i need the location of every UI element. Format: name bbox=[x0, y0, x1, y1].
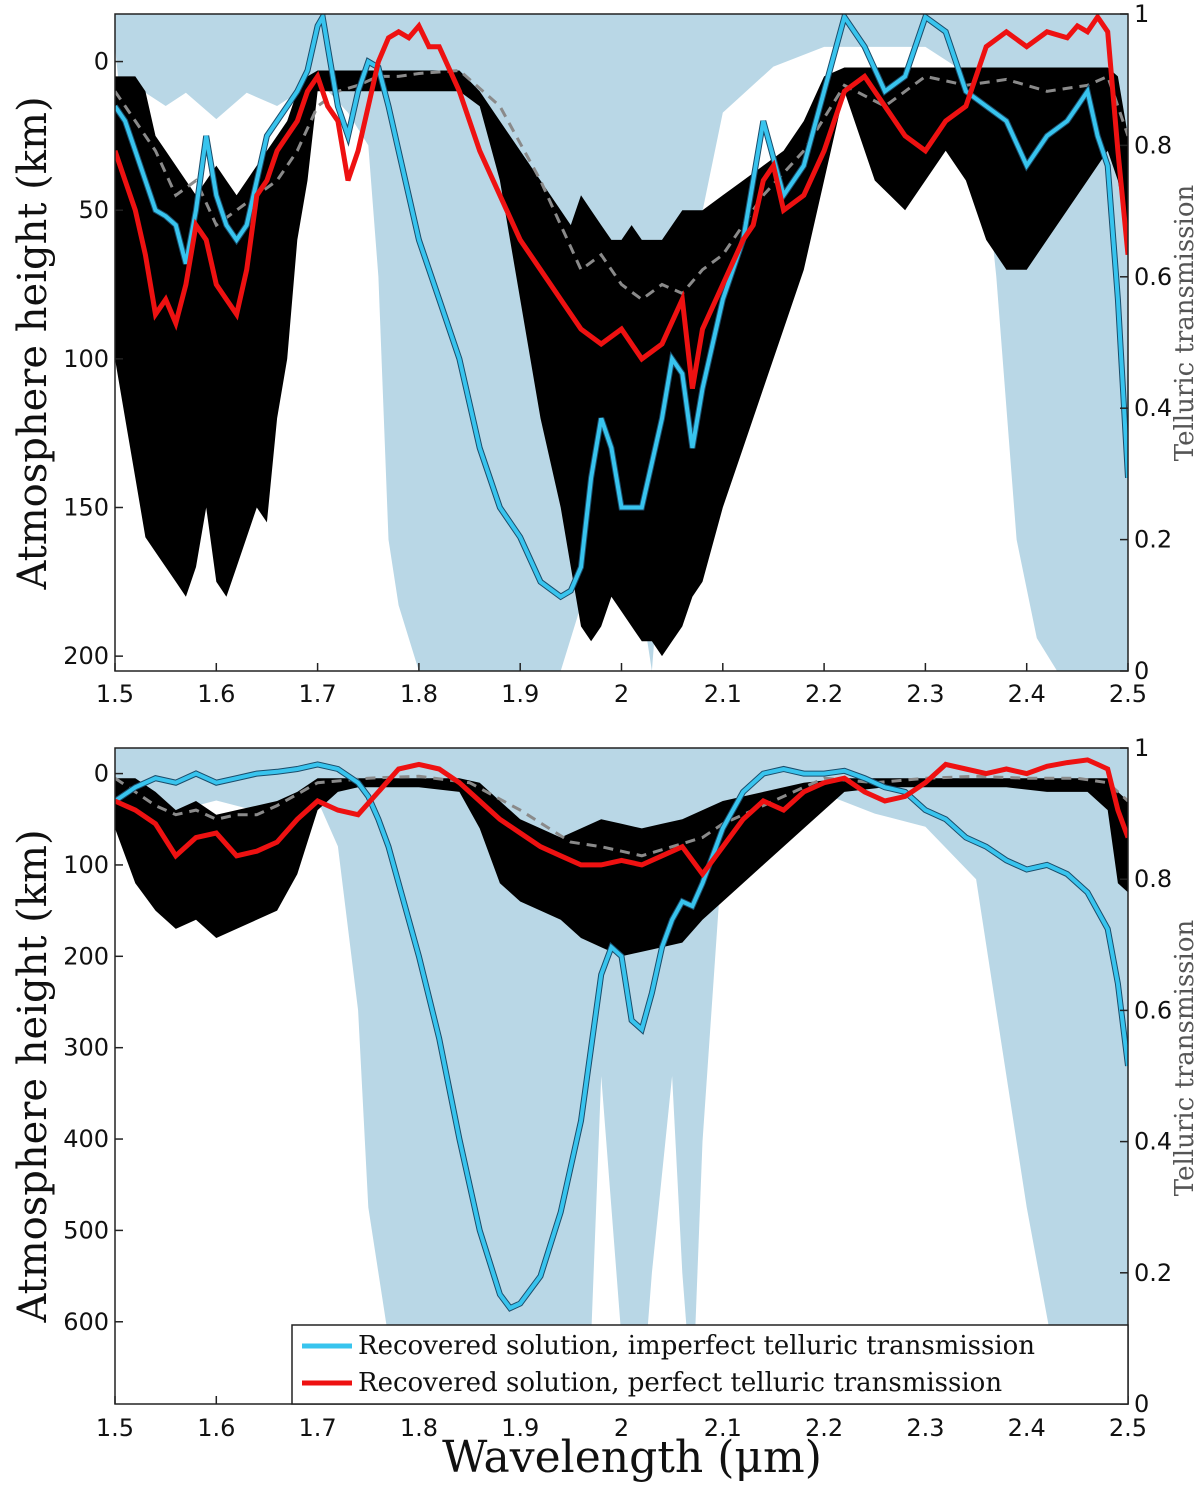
y-tick-label: 0 bbox=[94, 760, 109, 788]
legend-box bbox=[291, 1324, 1129, 1405]
top-y-ticks: 0 50 100 150 200 bbox=[63, 48, 123, 670]
y-tick-label: 300 bbox=[63, 1034, 109, 1062]
legend-label-perfect: Recovered solution, perfect telluric tra… bbox=[358, 1368, 1002, 1398]
right-y-tick-label: 0.6 bbox=[1134, 996, 1172, 1024]
y-tick-label: 50 bbox=[78, 196, 109, 224]
bottom-right-y-ticks: 0 0.2 0.4 0.6 0.8 1 bbox=[1120, 734, 1172, 1418]
top-right-y-axis-label: Telluric transmission bbox=[1170, 185, 1200, 462]
x-tick-label: 2.1 bbox=[704, 1414, 742, 1442]
bottom-y-ticks: 0 100 200 300 400 500 600 bbox=[63, 760, 123, 1336]
mean-profile-line bbox=[115, 68, 1128, 302]
x-tick-label: 2.3 bbox=[906, 680, 944, 708]
true-profile-band bbox=[115, 67, 1128, 657]
imperfect-solution-line bbox=[115, 762, 1128, 1311]
y-tick-label: 400 bbox=[63, 1125, 109, 1153]
x-tick-label: 1.6 bbox=[197, 1414, 235, 1442]
y-tick-label: 500 bbox=[63, 1216, 109, 1244]
imperfect-solution-line bbox=[115, 14, 1128, 600]
y-tick-label: 200 bbox=[63, 642, 109, 670]
y-tick-label: 200 bbox=[63, 942, 109, 970]
right-y-tick-label: 0.8 bbox=[1134, 131, 1172, 159]
bottom-right-y-axis-label: Telluric transmission bbox=[1170, 920, 1200, 1197]
y-tick-label: 150 bbox=[63, 493, 109, 521]
right-y-tick-label: 0.4 bbox=[1134, 1128, 1172, 1156]
right-y-tick-label: 0.2 bbox=[1134, 526, 1172, 554]
y-tick-label: 100 bbox=[63, 851, 109, 879]
legend-label-imperfect: Recovered solution, imperfect telluric t… bbox=[358, 1331, 1035, 1361]
y-tick-label: 100 bbox=[63, 345, 109, 373]
x-tick-label: 1.8 bbox=[400, 1414, 438, 1442]
x-tick-label: 2.4 bbox=[1008, 680, 1046, 708]
top-y-axis-label: Atmosphere height (km) bbox=[10, 96, 56, 590]
right-y-tick-label: 1 bbox=[1134, 0, 1149, 28]
right-y-tick-label: 0.2 bbox=[1134, 1259, 1172, 1287]
right-y-tick-label: 0.8 bbox=[1134, 865, 1172, 893]
x-tick-label: 2 bbox=[614, 1414, 629, 1442]
y-tick-label: 0 bbox=[94, 48, 109, 76]
y-tick-label: 600 bbox=[63, 1308, 109, 1336]
x-tick-label: 1.7 bbox=[299, 680, 337, 708]
x-tick-label: 1.5 bbox=[96, 1414, 134, 1442]
x-tick-label: 1.9 bbox=[501, 1414, 539, 1442]
right-y-tick-label: 0 bbox=[1134, 1390, 1149, 1418]
x-tick-label: 2 bbox=[614, 680, 629, 708]
x-axis-label: Wavelength (μm) bbox=[442, 1432, 822, 1483]
right-y-tick-label: 0.6 bbox=[1134, 263, 1172, 291]
right-y-tick-label: 0.4 bbox=[1134, 394, 1172, 422]
x-tick-label: 1.5 bbox=[96, 680, 134, 708]
x-tick-label: 2.2 bbox=[805, 1414, 843, 1442]
right-y-tick-label: 1 bbox=[1134, 734, 1149, 762]
top-panel: 0 50 100 150 200 0 0.2 0.4 0.6 0.8 1 1.5 1.6 1.7 1.8… bbox=[10, 0, 1200, 708]
x-tick-label: 2.5 bbox=[1109, 1414, 1147, 1442]
top-right-y-ticks: 0 0.2 0.4 0.6 0.8 1 bbox=[1120, 0, 1172, 685]
bottom-x-ticks: 1.5 1.6 1.7 1.8 1.9 2 2.1 2.2 2.3 2.4 2.5 bbox=[96, 1396, 1147, 1442]
bottom-y-axis-label: Atmosphere height (km) bbox=[10, 829, 56, 1323]
x-tick-label: 2.1 bbox=[704, 680, 742, 708]
legend: Recovered solution, imperfect telluric t… bbox=[291, 1324, 1129, 1405]
top-x-ticks: 1.5 1.6 1.7 1.8 1.9 2 2.1 2.2 2.3 2.4 2.5 bbox=[96, 663, 1147, 708]
x-tick-label: 1.7 bbox=[299, 1414, 337, 1442]
x-tick-label: 1.6 bbox=[197, 680, 235, 708]
x-tick-label: 1.9 bbox=[501, 680, 539, 708]
x-tick-label: 2.2 bbox=[805, 680, 843, 708]
true-profile-band bbox=[115, 778, 1128, 957]
right-y-tick-label: 0 bbox=[1134, 657, 1149, 685]
x-tick-label: 2.5 bbox=[1109, 680, 1147, 708]
telluric-transmission-area bbox=[115, 748, 1128, 1404]
perfect-solution-line bbox=[115, 14, 1128, 390]
x-tick-label: 2.4 bbox=[1008, 1414, 1046, 1442]
x-tick-label: 1.8 bbox=[400, 680, 438, 708]
x-tick-label: 2.3 bbox=[906, 1414, 944, 1442]
perfect-solution-line bbox=[115, 757, 1128, 879]
